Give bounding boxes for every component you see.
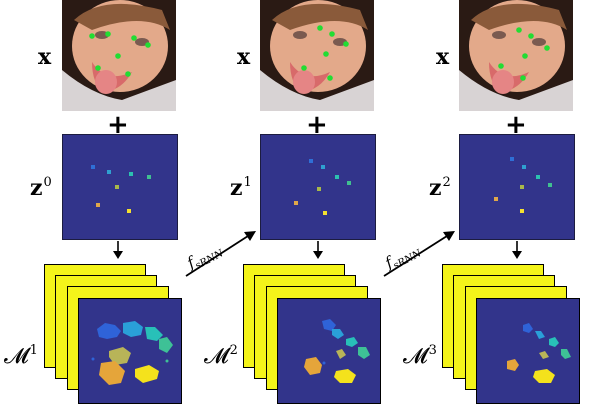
- heatmap-blob: [520, 185, 524, 189]
- landmark-point: [323, 51, 329, 57]
- mask-region: [561, 349, 571, 359]
- landmark-point: [343, 41, 349, 47]
- facial-landmarks-3: [498, 27, 550, 81]
- mask-speck: [165, 359, 169, 363]
- heatmap-blob: [510, 157, 514, 161]
- mask-front-1: [78, 298, 182, 404]
- mask-speck: [91, 357, 95, 361]
- mask-front-2: [277, 298, 381, 404]
- landmark-point: [95, 65, 101, 71]
- mask-region: [507, 359, 519, 371]
- mask-region: [123, 321, 143, 337]
- plus-sign-3: +: [505, 110, 527, 140]
- mask-speck: [322, 361, 326, 365]
- z-label-2: z2: [429, 175, 451, 201]
- landmark-point: [528, 33, 534, 39]
- heatmap-blob: [129, 172, 133, 176]
- landmark-point: [115, 53, 121, 59]
- heatmap-blob: [520, 209, 524, 213]
- m-label-2: 𝓜2: [204, 343, 238, 369]
- landmark-point: [520, 75, 526, 81]
- plus-sign-1: +: [107, 110, 129, 140]
- mask-front-3: [476, 298, 580, 404]
- mask-region: [159, 337, 173, 353]
- heatmap-blob: [294, 201, 298, 205]
- heatmap-blob: [91, 165, 95, 169]
- landmark-point: [125, 71, 131, 77]
- input-label-x-2: x: [237, 44, 251, 70]
- transition-arrowhead-1: [244, 231, 256, 241]
- mask-region: [332, 329, 344, 339]
- mask-region: [99, 361, 125, 385]
- landmark-heatmap-z1: [260, 134, 376, 240]
- transition-arrowhead-2: [443, 231, 455, 241]
- heatmap-blob: [522, 165, 526, 169]
- face-image-1: [62, 0, 176, 111]
- landmark-point: [522, 53, 528, 59]
- heatmap-blob: [536, 175, 540, 179]
- mask-region: [523, 323, 533, 333]
- face-image-3: [459, 0, 573, 111]
- landmark-point: [317, 25, 323, 31]
- landmark-point: [89, 33, 95, 39]
- m-label-3: 𝓜3: [403, 343, 437, 369]
- mask-region: [358, 347, 370, 359]
- facial-landmarks-1: [89, 31, 151, 77]
- input-label-x-3: x: [436, 44, 450, 70]
- heatmap-blob: [317, 187, 321, 191]
- transition-arrow-2: [383, 235, 448, 277]
- input-label-x-1: x: [38, 44, 52, 70]
- heatmap-blob: [323, 211, 327, 215]
- mask-region: [322, 319, 336, 331]
- landmark-heatmap-z0: [62, 134, 178, 240]
- mask-region: [97, 323, 121, 339]
- mask-region: [304, 357, 322, 375]
- landmark-point: [145, 42, 151, 48]
- mask-region: [145, 327, 163, 341]
- landmark-point: [301, 65, 307, 71]
- landmark-point: [329, 31, 335, 37]
- z-label-1: z1: [230, 175, 252, 201]
- mask-region: [334, 369, 356, 383]
- landmark-point: [327, 75, 333, 81]
- mask-region: [535, 331, 545, 339]
- face-image-2: [260, 0, 374, 111]
- mask-region: [533, 369, 555, 383]
- mask-region: [346, 337, 358, 347]
- heatmap-blob: [494, 197, 498, 201]
- heatmap-blob: [309, 159, 313, 163]
- heatmap-blob: [115, 185, 119, 189]
- heatmap-blob: [321, 165, 325, 169]
- heatmap-blob: [347, 181, 351, 185]
- landmark-point: [105, 31, 111, 37]
- mask-region: [336, 349, 346, 359]
- heatmap-blob: [107, 170, 111, 174]
- mask-region: [109, 347, 131, 365]
- landmark-point: [544, 45, 550, 51]
- heatmap-blob: [96, 203, 100, 207]
- z-label-0: z0: [30, 175, 52, 201]
- m-label-1: 𝓜1: [4, 343, 38, 369]
- mask-region: [539, 351, 549, 359]
- heatmap-blob: [127, 209, 131, 213]
- landmark-heatmap-z2: [459, 134, 575, 240]
- plus-sign-2: +: [306, 110, 328, 140]
- mask-region: [135, 365, 159, 383]
- transition-arrow-1: [185, 235, 249, 277]
- heatmap-blob: [335, 175, 339, 179]
- heatmap-blob: [147, 175, 151, 179]
- landmark-point: [516, 27, 522, 33]
- landmark-point: [131, 35, 137, 41]
- mask-region: [549, 337, 559, 347]
- heatmap-blob: [548, 183, 552, 187]
- facial-landmarks-2: [301, 25, 349, 81]
- landmark-point: [498, 63, 504, 69]
